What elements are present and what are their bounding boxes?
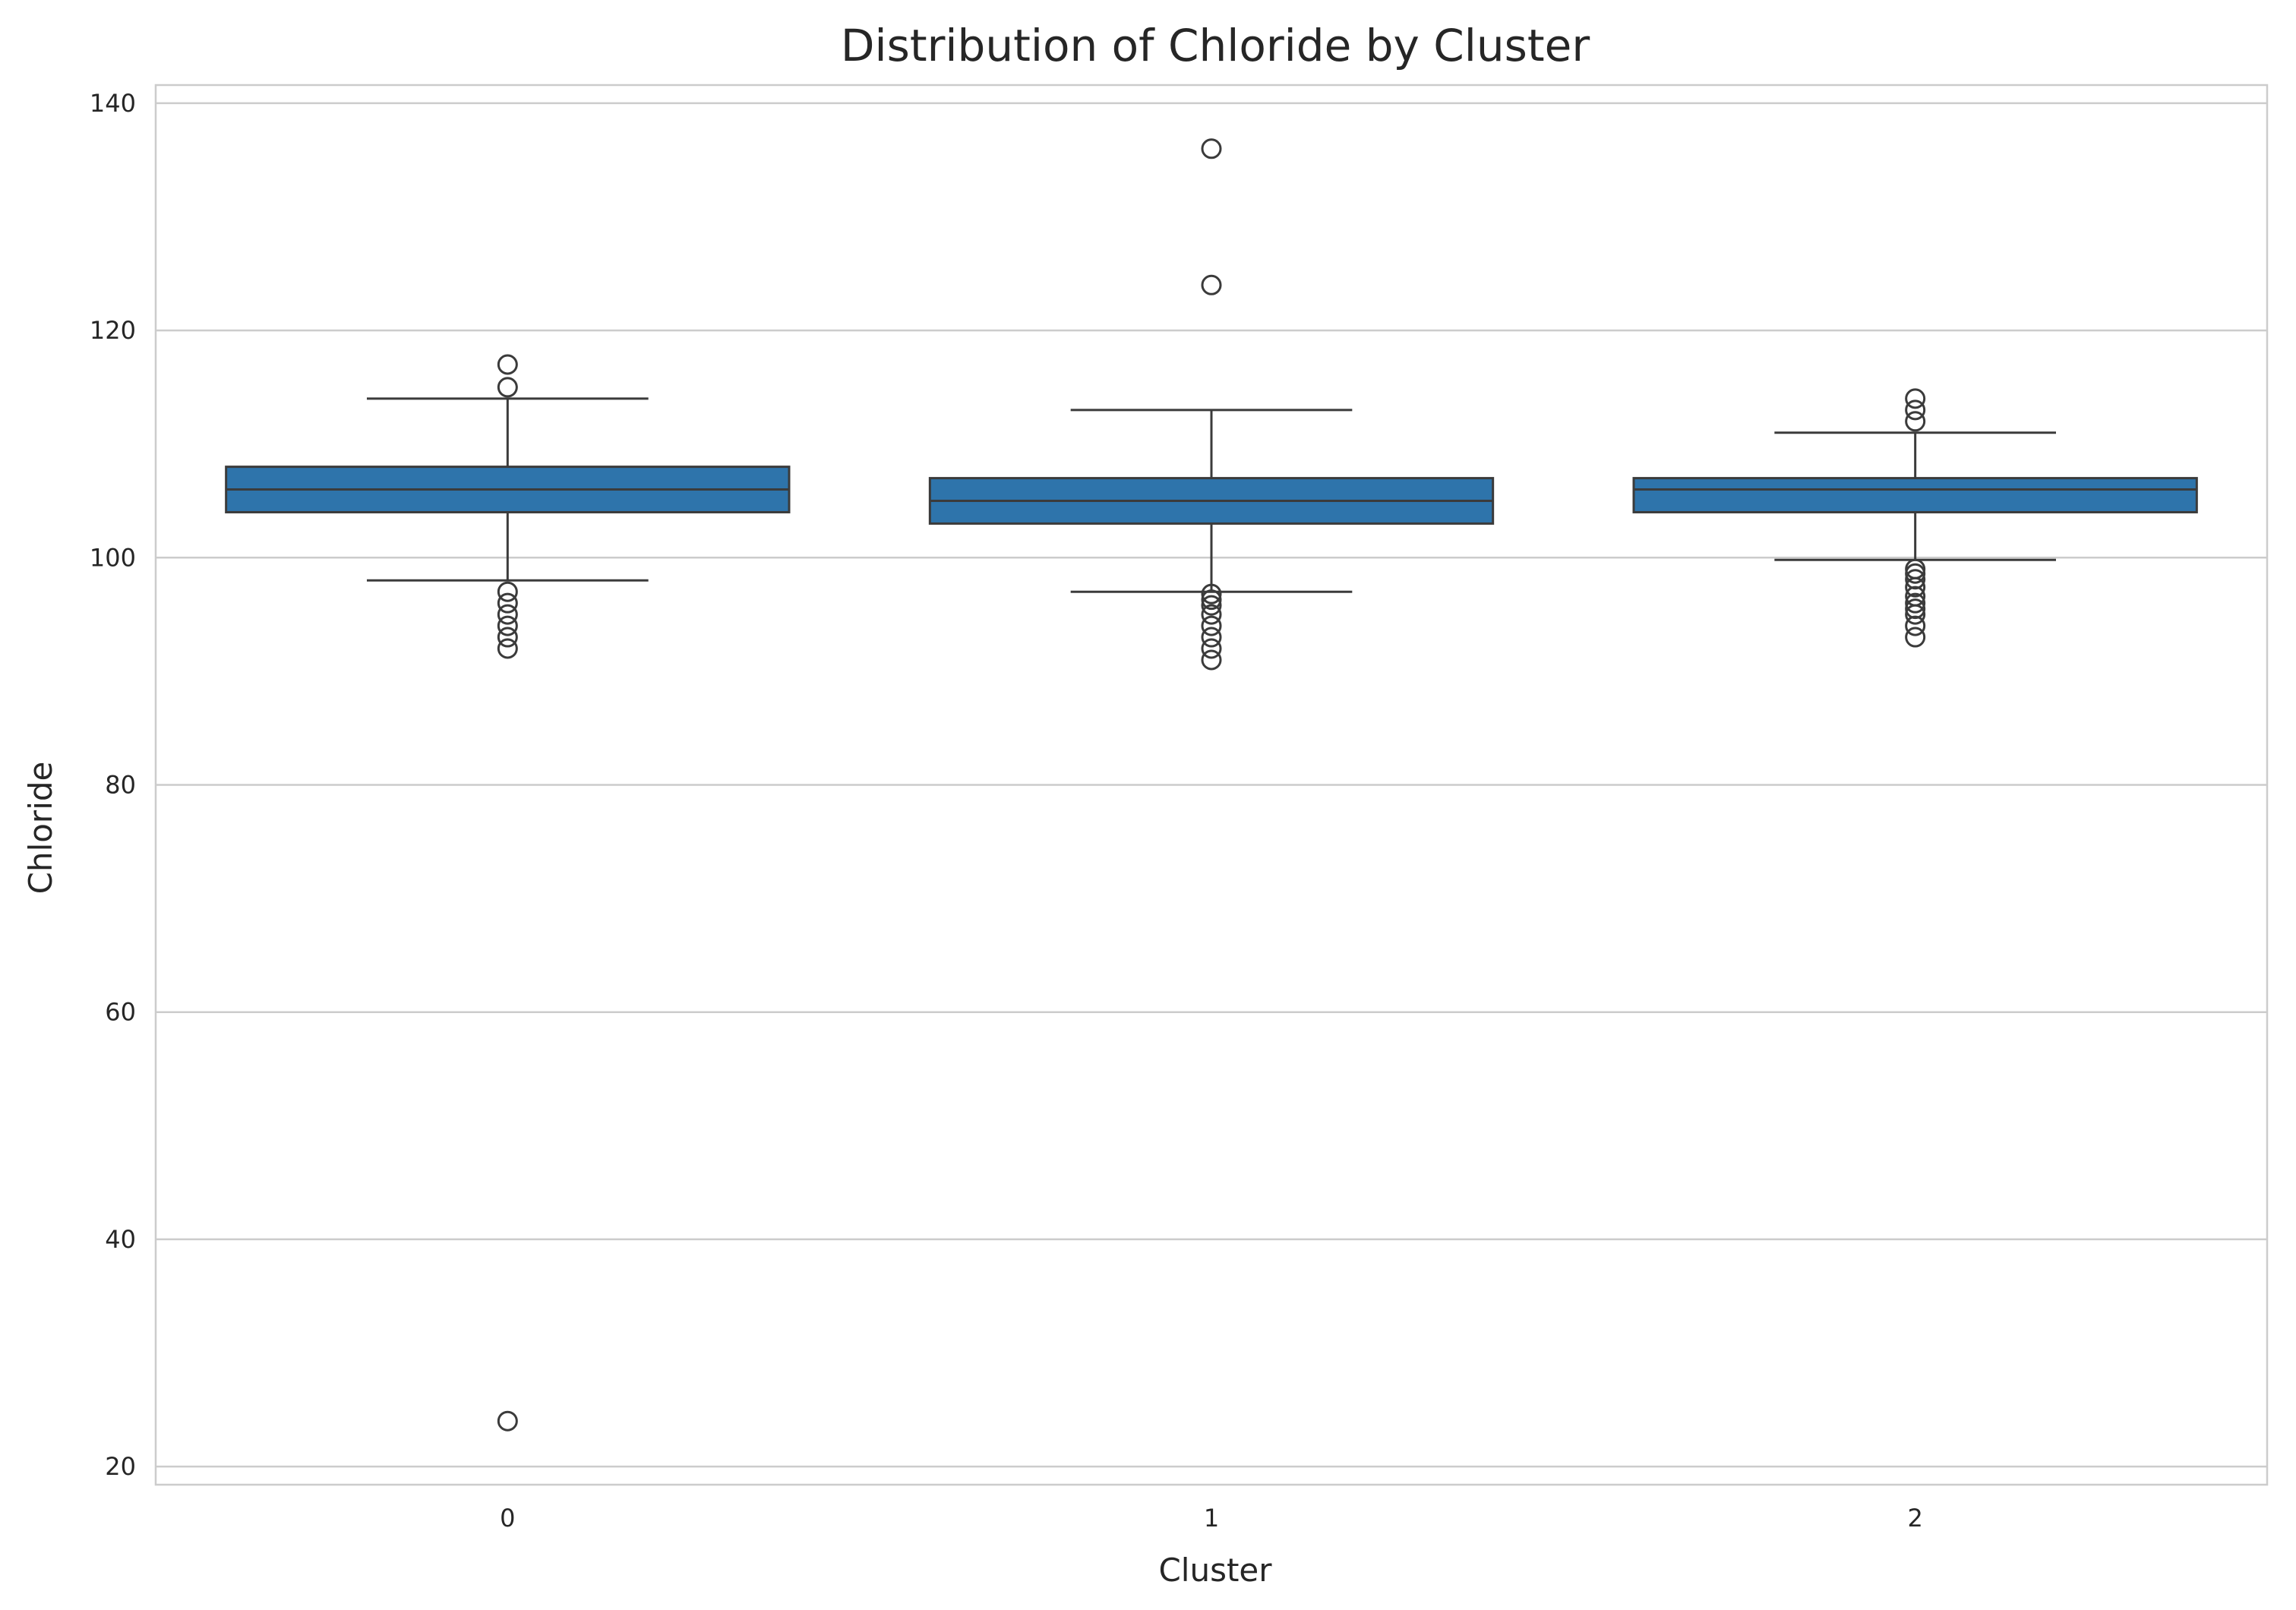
- y-tick-label: 80: [105, 771, 136, 800]
- boxes: [225, 138, 2198, 1432]
- outlier-point: [1905, 598, 1926, 620]
- outlier-point: [497, 354, 518, 375]
- outlier-point: [497, 377, 518, 398]
- y-tick-label: 140: [90, 89, 136, 118]
- box-group: [928, 138, 1495, 671]
- outlier-point: [1201, 615, 1222, 636]
- outlier-point: [497, 615, 518, 636]
- outlier-point: [1201, 138, 1222, 159]
- box-iqr: [1632, 477, 2198, 513]
- outlier-point: [497, 1410, 518, 1432]
- plot-frame: [154, 84, 2269, 1486]
- box-group: [225, 354, 791, 1432]
- outlier-point: [497, 592, 518, 614]
- y-tick-label: 100: [90, 543, 136, 572]
- outlier-point: [1201, 589, 1222, 611]
- outlier-point: [497, 581, 518, 602]
- outlier-point: [1905, 604, 1926, 625]
- y-axis-label: Chloride: [22, 762, 59, 895]
- outlier-point: [1905, 592, 1926, 614]
- x-axis-label: Cluster: [1158, 1552, 1272, 1589]
- outlier-point: [1201, 638, 1222, 659]
- tick-labels: 20 40 60 80 100 120 140 0 1 2: [90, 89, 1923, 1533]
- outlier-point: [497, 604, 518, 625]
- outlier-point: [1905, 569, 1926, 590]
- outlier-point: [1201, 649, 1222, 671]
- x-tick-label: 1: [1204, 1504, 1219, 1533]
- y-tick-label: 40: [105, 1225, 136, 1254]
- y-tick-label: 60: [105, 998, 136, 1027]
- outlier-point: [497, 638, 518, 659]
- outlier-point: [1201, 583, 1222, 605]
- outlier-point: [1905, 399, 1926, 421]
- y-tick-label: 120: [90, 316, 136, 345]
- outlier-point: [1201, 627, 1222, 648]
- outlier-point: [1905, 627, 1926, 648]
- box-group: [1632, 388, 2198, 648]
- y-tick-label: 20: [105, 1452, 136, 1481]
- chart-title: Distribution of Chloride by Cluster: [841, 20, 1590, 71]
- outlier-point: [1905, 563, 1926, 584]
- outlier-point: [1905, 411, 1926, 432]
- x-tick-label: 2: [1907, 1504, 1922, 1533]
- outlier-point: [1201, 604, 1222, 625]
- outlier-point: [1201, 274, 1222, 295]
- outlier-point: [1905, 388, 1926, 409]
- outlier-point: [1201, 595, 1222, 616]
- outlier-point: [1905, 615, 1926, 636]
- outlier-point: [1905, 576, 1926, 598]
- outlier-point: [497, 627, 518, 648]
- plot-frame-border: [154, 84, 2269, 1486]
- x-tick-label: 0: [500, 1504, 515, 1533]
